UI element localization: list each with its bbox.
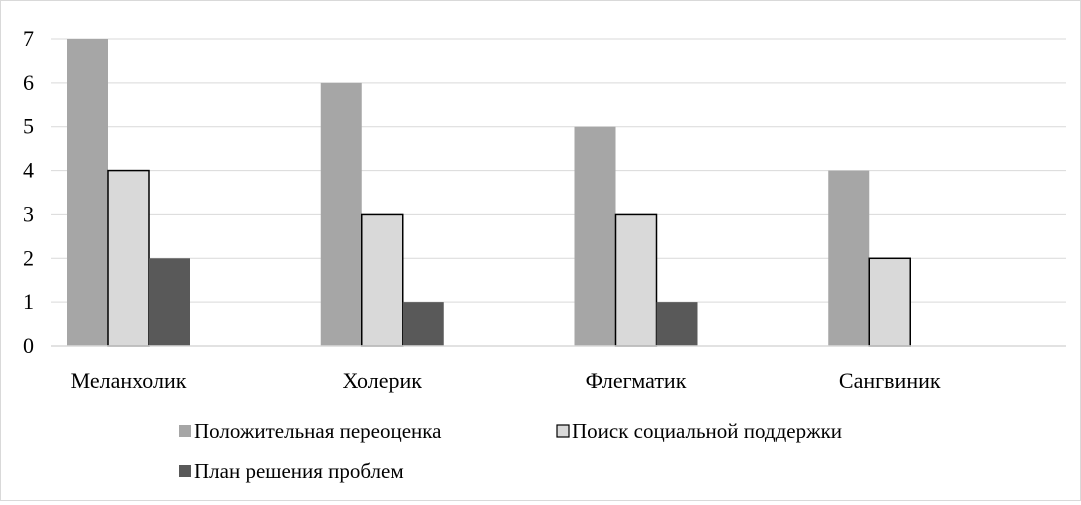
bar [828, 170, 870, 346]
legend-label: План решения проблем [194, 459, 404, 483]
bar [320, 82, 362, 346]
legend-swatch [179, 465, 191, 477]
bar [402, 302, 444, 346]
y-tick-label: 6 [23, 70, 34, 95]
bars [67, 39, 911, 347]
category-label: Холерик [343, 368, 423, 393]
legend-item: Положительная переоценка [179, 419, 442, 443]
bar [868, 257, 911, 347]
bar [574, 126, 616, 346]
bar [149, 258, 190, 346]
bar [361, 213, 404, 347]
category-label: Сангвиник [839, 368, 941, 393]
y-tick-label: 7 [23, 26, 34, 51]
legend-item: Поиск социальной поддержки [556, 419, 842, 443]
legend-swatch [179, 425, 191, 437]
legend-swatch [556, 424, 570, 438]
y-tick-label: 0 [23, 333, 34, 358]
gridlines [51, 38, 1066, 303]
category-label: Флегматик [586, 368, 687, 393]
y-tick-label: 5 [23, 114, 34, 139]
y-tick-label: 4 [23, 158, 34, 183]
y-tick-label: 1 [23, 289, 34, 314]
legend-label: Поиск социальной поддержки [572, 419, 842, 443]
y-tick-label: 2 [23, 245, 34, 270]
bar [107, 169, 150, 347]
y-tick-label: 3 [23, 201, 34, 226]
category-label: Меланхолик [71, 368, 187, 393]
bar [656, 302, 698, 346]
legend: Положительная переоценка Поиск социальной… [179, 419, 842, 483]
legend-item: План решения проблем [179, 459, 404, 483]
legend-label: Положительная переоценка [194, 419, 442, 443]
category-labels: Меланхолик Холерик Флегматик Сангвиник [71, 368, 941, 393]
y-axis-ticks: 0 1 2 3 4 5 6 7 [23, 26, 34, 358]
bar [614, 213, 658, 347]
bar [67, 39, 108, 346]
